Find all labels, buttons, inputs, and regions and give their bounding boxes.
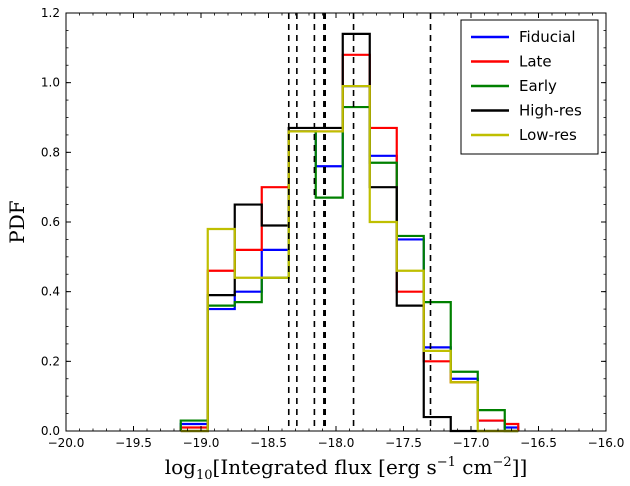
y-tick-label: 0.6	[41, 215, 60, 229]
y-tick-label: 0.0	[41, 424, 60, 438]
plot-area	[179, 13, 520, 433]
x-tick-label: −17.5	[385, 436, 422, 450]
series-low-res-line	[180, 85, 519, 433]
axes: −20.0 −19.5 −19.0 −18.5 −18.0 −17.5 −17.0 −16.5…	[41, 6, 624, 450]
x-tick-label: −17.0	[453, 436, 490, 450]
x-tick-label: −19.5	[115, 436, 152, 450]
legend-label: Low-res	[519, 126, 577, 144]
legend-label: Early	[519, 77, 557, 95]
x-tick-label: −16.0	[588, 436, 625, 450]
x-tick-label: −19.0	[183, 436, 220, 450]
x-tick-label: −20.0	[48, 436, 85, 450]
y-tick-label: 0.8	[41, 145, 60, 159]
x-axis-label: log10[Integrated flux [erg s−1 cm−2]]	[165, 455, 528, 483]
x-tick-label: −18.0	[318, 436, 355, 450]
y-tick-label: 0.4	[41, 285, 60, 299]
y-axis-label: PDF	[5, 200, 29, 243]
y-tick-label: 1.0	[41, 76, 60, 90]
legend-label: Fiducial	[519, 28, 576, 46]
x-tick-label: −18.5	[250, 436, 287, 450]
legend-label: Late	[519, 53, 552, 71]
x-tick-label: −16.5	[520, 436, 557, 450]
y-tick-label: 0.2	[41, 354, 60, 368]
legend: Fiducial Late Early High-res Low-res	[460, 19, 599, 155]
y-tick-label: 1.2	[41, 6, 60, 20]
legend-label: High-res	[519, 102, 582, 120]
